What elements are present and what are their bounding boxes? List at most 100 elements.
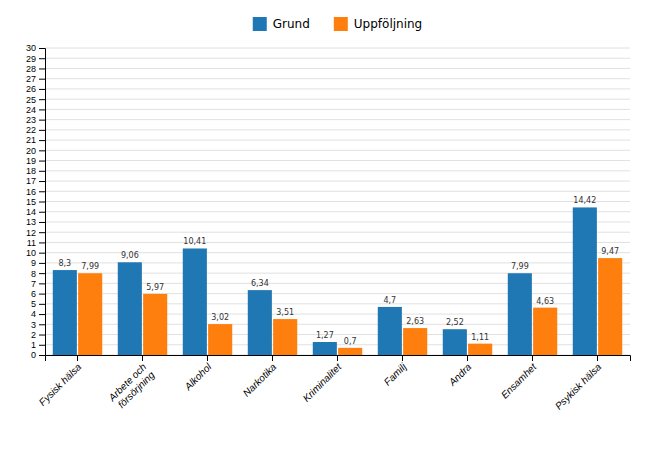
tick-mark	[272, 355, 273, 361]
y-tick: 16	[26, 187, 45, 197]
bar	[533, 308, 557, 355]
tick-mark	[337, 355, 338, 361]
x-axis: Fysisk hälsaArbete ochförsörjningAlkohol…	[37, 355, 631, 412]
grid-line	[45, 211, 630, 212]
bar	[248, 290, 272, 355]
tick-label: 20	[26, 146, 36, 156]
bar-series	[78, 258, 622, 355]
tick-mark	[39, 335, 45, 336]
tick-mark	[39, 222, 45, 223]
tick-label: 14	[26, 207, 36, 217]
tick-label: 1	[31, 340, 36, 350]
grid-line	[45, 160, 630, 161]
data-label: 14,42	[573, 196, 596, 205]
grid-line	[45, 48, 630, 49]
legend-swatch	[334, 17, 348, 31]
tick-mark	[39, 171, 45, 172]
tick-label: 16	[26, 187, 36, 197]
bar	[338, 348, 362, 355]
tick-label: 11	[27, 238, 36, 248]
tick-mark	[39, 283, 45, 284]
tick-mark	[77, 355, 78, 361]
tick-label: 0	[31, 350, 36, 360]
bar	[118, 262, 142, 355]
tick-mark	[39, 314, 45, 315]
tick-mark	[39, 68, 45, 69]
x-tick: Kriminalitet	[301, 355, 345, 404]
chart: 0123456789101112131415161718192021222324…	[0, 0, 650, 450]
y-tick: 26	[26, 84, 45, 94]
x-tick: Psykisk hälsa	[553, 355, 604, 412]
tick-mark	[39, 202, 45, 203]
tick-label: 7	[31, 279, 36, 289]
y-tick: 27	[26, 74, 45, 84]
bar	[443, 329, 467, 355]
y-tick: 10	[26, 248, 45, 258]
y-tick: 12	[26, 228, 45, 238]
data-label: 0,7	[344, 337, 357, 346]
tick-mark	[39, 242, 45, 243]
tick-mark	[39, 345, 45, 346]
tick-label: 18	[26, 166, 36, 176]
tick-mark	[402, 355, 403, 361]
x-tick: Ensamhet	[499, 355, 539, 401]
grid-line	[45, 129, 630, 130]
axis-domain	[39, 49, 46, 356]
y-tick: 3	[31, 320, 45, 330]
bar	[313, 342, 337, 355]
tick-label: 19	[26, 156, 36, 166]
y-tick: 14	[26, 207, 45, 217]
bar	[403, 328, 427, 355]
tick-label: Kriminalitet	[301, 360, 345, 404]
tick-label: 22	[26, 125, 36, 135]
x-tick: Narkotika	[241, 355, 279, 399]
grid-line	[45, 140, 630, 141]
grid-line	[45, 78, 630, 79]
grid-line	[45, 119, 630, 120]
x-tick: Fysisk hälsa	[37, 355, 84, 408]
x-tick: Arbete ochförsörjning	[106, 355, 157, 412]
y-tick: 22	[26, 125, 45, 135]
bar	[143, 294, 167, 355]
data-label: 8,3	[58, 259, 71, 268]
bar	[468, 344, 492, 355]
axis-domain	[46, 356, 631, 362]
data-label: 9,06	[121, 251, 139, 260]
data-label: 1,11	[471, 333, 489, 342]
tick-label: Psykisk hälsa	[553, 361, 604, 412]
grid-line	[45, 170, 630, 171]
grid-line	[45, 181, 630, 182]
y-tick: 25	[26, 95, 45, 105]
tick-mark	[597, 355, 598, 361]
tick-mark	[39, 150, 45, 151]
y-tick: 29	[26, 54, 45, 64]
data-label: 2,52	[446, 318, 464, 327]
tick-label: 4	[31, 309, 36, 319]
grid-line	[45, 201, 630, 202]
bar	[208, 324, 232, 355]
data-label: 4,7	[383, 296, 396, 305]
tick-label: 9	[31, 258, 36, 268]
bar	[273, 319, 297, 355]
tick-mark	[39, 263, 45, 264]
tick-mark	[39, 140, 45, 141]
legend-swatch	[253, 17, 267, 31]
y-tick: 20	[26, 146, 45, 156]
tick-label: 2	[31, 330, 36, 340]
grid-line	[45, 68, 630, 69]
tick-mark	[532, 355, 533, 361]
tick-mark	[39, 253, 45, 254]
tick-mark	[39, 304, 45, 305]
tick-mark	[39, 120, 45, 121]
y-tick: 5	[31, 299, 45, 309]
grid-line	[45, 221, 630, 222]
tick-label: 3	[31, 320, 36, 330]
data-label: 2,63	[406, 317, 424, 326]
y-tick: 7	[31, 279, 45, 289]
tick-label: 6	[31, 289, 36, 299]
tick-label: 24	[26, 105, 36, 115]
tick-mark	[142, 355, 143, 361]
tick-mark	[467, 355, 468, 361]
tick-mark	[39, 181, 45, 182]
tick-mark	[39, 232, 45, 233]
